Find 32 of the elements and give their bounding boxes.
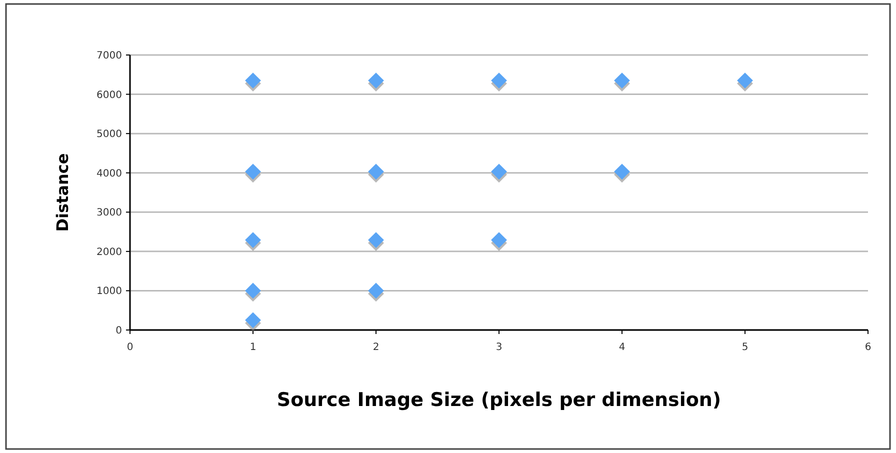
point (368, 282, 384, 299)
x-tick-label: 3 (496, 342, 502, 353)
y-tick-label: 6000 (96, 90, 122, 101)
point (245, 312, 261, 328)
point (491, 232, 507, 248)
y-tick-label: 5000 (96, 129, 122, 140)
point (245, 72, 261, 89)
point (614, 164, 630, 180)
point (491, 164, 507, 180)
point (368, 232, 384, 248)
y-tick-label: 4000 (96, 168, 122, 180)
x-tick-label: 5 (742, 342, 748, 353)
point (245, 282, 261, 299)
x-tick-label: 0 (126, 342, 134, 353)
point (614, 72, 630, 89)
x-tick-label: 1 (250, 342, 256, 353)
y-tick-label: 0 (116, 326, 122, 336)
y-tick-label: 3000 (96, 208, 122, 219)
y-tick-label: 2000 (96, 246, 122, 258)
x-tick-label: 6 (864, 342, 872, 353)
point (368, 72, 384, 89)
y-tick-label: 7000 (96, 50, 122, 62)
y-tick-label: 1000 (96, 286, 122, 298)
y-axis-title: Distance (53, 153, 72, 232)
x-tick-label: 4 (618, 342, 626, 353)
point (491, 72, 507, 89)
point (245, 232, 261, 248)
point (245, 164, 261, 180)
point (737, 72, 753, 89)
point (368, 164, 384, 180)
x-tick-label: 2 (372, 342, 380, 353)
x-axis-title: Source Image Size (pixels per dimension) (276, 389, 722, 411)
